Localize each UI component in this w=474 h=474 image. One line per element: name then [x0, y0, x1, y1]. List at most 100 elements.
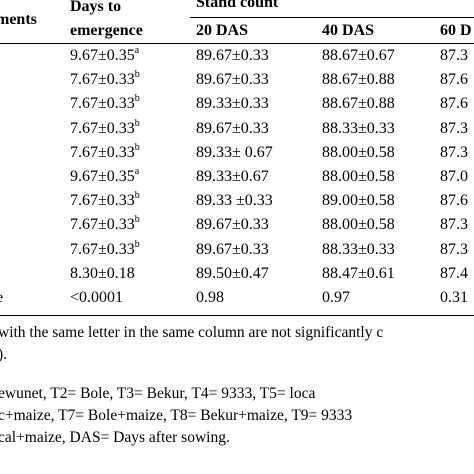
- cell-days-to-emergence-text: 7.67±0.33: [70, 192, 135, 210]
- cell-20-das-text: 89.67±0.33: [196, 71, 269, 89]
- cell-40-das-text: 88.67±0.67: [322, 47, 395, 64]
- header-stand-count: Stand count: [196, 0, 279, 11]
- cell-60-das: 0.31: [440, 289, 468, 307]
- cell-20-das: 89.50±0.47: [196, 265, 269, 283]
- cell-days-to-emergence-text: 7.67±0.33: [70, 71, 135, 89]
- header-40-das: 40 DAS: [322, 22, 375, 39]
- footnote-line-3: ewunet, T2= Bole, T3= Bekur, T4= 9333, T…: [0, 385, 316, 402]
- cell-40-das: 88.47±0.61: [322, 265, 395, 283]
- cell-60-das-text: 87.4: [440, 264, 468, 282]
- footnote-line-1: with the same letter in the same column …: [0, 324, 384, 341]
- cell-40-das-text: 88.00±0.58: [322, 168, 395, 185]
- cell-60-das-text: 87.3: [440, 240, 468, 258]
- cell-20-das: 89.33 ±0.33: [196, 192, 273, 210]
- significance-letter: a: [134, 45, 140, 56]
- cell-60-das: 87.4: [440, 265, 468, 283]
- cell-60-das-text: 87.3: [440, 143, 468, 161]
- cell-60-das: 87.6: [440, 71, 468, 89]
- table-bottom-rule: [0, 315, 474, 316]
- cell-40-das-text: 88.33±0.33: [322, 240, 395, 258]
- cell-20-das: 89.33± 0.67: [196, 144, 273, 162]
- cell-days-to-emergence: 7.67±0.33b: [70, 70, 140, 89]
- cell-20-das-text: 0.98: [196, 289, 224, 306]
- cell-60-das: 87.3: [440, 216, 468, 234]
- cell-20-das-text: 89.33 ±0.33: [196, 192, 273, 210]
- cell-20-das: 89.67±0.33: [196, 71, 269, 89]
- cell-40-das-text: 88.67±0.88: [322, 95, 395, 113]
- cell-20-das: 89.67±0.33: [196, 216, 269, 234]
- cell-days-to-emergence: 9.67±0.35a: [70, 45, 140, 65]
- cell-40-das-text: 88.33±0.33: [322, 119, 395, 137]
- cell-20-das-text: 89.67±0.33: [196, 240, 269, 258]
- header-days-line2: emergence: [70, 22, 143, 39]
- cell-60-das: 87.3: [440, 47, 468, 65]
- cell-60-das: 87.3: [440, 120, 468, 138]
- significance-letter: b: [134, 190, 140, 202]
- cell-treatment-text: e: [0, 289, 3, 306]
- significance-letter: b: [134, 141, 140, 153]
- cell-40-das: 88.33±0.33: [322, 241, 395, 259]
- significance-letter: b: [134, 117, 140, 129]
- cell-days-to-emergence-text: <0.0001: [70, 289, 124, 306]
- header-group-rule: [190, 17, 474, 18]
- header-treatments: ments: [0, 11, 37, 28]
- cell-40-das: 88.67±0.88: [322, 71, 395, 89]
- cell-40-das-text: 88.47±0.61: [322, 264, 395, 282]
- cell-days-to-emergence: 7.67±0.33b: [70, 93, 140, 113]
- cell-60-das-text: 87.0: [440, 168, 468, 185]
- cell-20-das-text: 89.67±0.33: [196, 119, 269, 137]
- cell-days-to-emergence: <0.0001: [70, 289, 123, 307]
- cell-40-das: 88.00±0.58: [322, 216, 395, 234]
- cell-60-das-text: 87.6: [440, 95, 468, 113]
- cell-40-das-text: 88.67±0.88: [322, 71, 395, 89]
- cell-days-to-emergence-text: 7.67±0.33: [70, 216, 135, 234]
- cell-20-das: 89.67±0.33: [196, 120, 269, 138]
- cell-60-das: 87.6: [440, 95, 468, 113]
- cell-days-to-emergence: 7.67±0.33b: [70, 215, 140, 234]
- cell-days-to-emergence-text: 7.67±0.33: [70, 143, 135, 161]
- significance-letter: b: [134, 238, 140, 250]
- cell-40-das-text: 88.00±0.58: [322, 143, 395, 161]
- cell-days-to-emergence-text: 7.67±0.33: [70, 119, 135, 137]
- cell-60-das-text: 0.31: [440, 289, 468, 306]
- cell-days-to-emergence-text: 8.30±0.18: [70, 264, 135, 282]
- cell-40-das-text: 0.97: [322, 289, 350, 306]
- cell-days-to-emergence: 9.67±0.35a: [70, 167, 139, 186]
- cell-days-to-emergence-text: 9.67±0.35: [70, 168, 135, 185]
- cell-40-das: 89.00±0.58: [322, 192, 395, 210]
- cell-days-to-emergence: 7.67±0.33b: [70, 190, 140, 210]
- cell-60-das-text: 87.6: [440, 192, 468, 210]
- cell-days-to-emergence: 8.30±0.18: [70, 265, 135, 283]
- footnote-line-4: c+maize, T7= Bole+maize, T8= Bekur+maize…: [0, 407, 353, 424]
- header-20-das: 20 DAS: [196, 22, 249, 39]
- cell-60-das-text: 87.3: [440, 47, 468, 64]
- cell-20-das-text: 89.33±0.33: [196, 95, 269, 113]
- cell-60-das-text: 87.3: [440, 119, 468, 137]
- cell-40-das: 88.00±0.58: [322, 144, 395, 162]
- header-days-line1: Days to: [70, 0, 122, 15]
- cell-40-das: 88.33±0.33: [322, 120, 395, 138]
- cell-60-das: 87.6: [440, 192, 468, 210]
- cell-40-das-text: 89.00±0.58: [322, 192, 395, 210]
- cell-20-das: 89.67±0.33: [196, 241, 269, 259]
- cell-days-to-emergence-text: 7.67±0.33: [70, 240, 135, 258]
- cell-20-das-text: 89.50±0.47: [196, 264, 269, 282]
- cell-20-das: 0.98: [196, 289, 224, 307]
- cell-60-das-text: 87.3: [440, 216, 468, 234]
- footnote-line-2: ).: [0, 346, 8, 363]
- cell-20-das: 89.33±0.33: [196, 95, 269, 113]
- cell-40-das: 0.97: [322, 289, 350, 307]
- cell-60-das: 87.3: [440, 144, 468, 162]
- significance-letter: b: [134, 93, 140, 105]
- cell-20-das-text: 89.33± 0.67: [196, 143, 273, 161]
- cell-40-das: 88.67±0.67: [322, 47, 395, 65]
- cell-days-to-emergence: 7.67±0.33b: [70, 238, 140, 259]
- cell-60-das: 87.3: [440, 241, 468, 259]
- cell-days-to-emergence-text: 7.67±0.33: [70, 95, 135, 113]
- cell-20-das-text: 89.33±0.67: [196, 168, 269, 185]
- cell-20-das: 89.67±0.33: [196, 47, 269, 65]
- cell-40-das: 88.67±0.88: [322, 95, 395, 113]
- cell-40-das: 88.00±0.58: [322, 168, 395, 186]
- cell-60-das: 87.0: [440, 168, 468, 186]
- footnote-line-5: cal+maize, DAS= Days after sowing.: [0, 429, 230, 446]
